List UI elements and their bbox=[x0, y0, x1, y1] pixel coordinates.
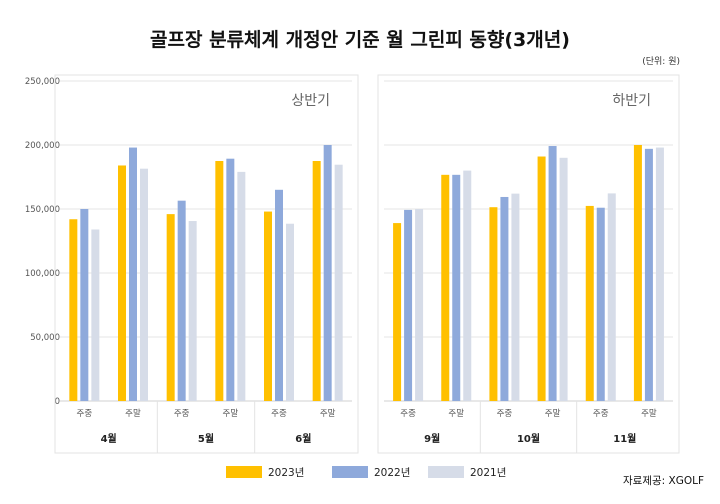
month-label: 4월 bbox=[101, 433, 117, 445]
legend-label: 2021년 bbox=[470, 467, 506, 479]
bar-2023년-주중 bbox=[264, 211, 272, 401]
category-label: 주중 bbox=[174, 409, 190, 419]
category-label: 주말 bbox=[320, 408, 336, 419]
bar-2023년-주말 bbox=[312, 161, 321, 401]
y-tick-label: 0 bbox=[55, 397, 60, 407]
bar-2021년-주중 bbox=[286, 223, 294, 401]
category-label: 주말 bbox=[641, 408, 657, 419]
bar-2022년-주중 bbox=[404, 209, 413, 401]
bar-2023년-주말 bbox=[441, 174, 450, 401]
bar-2022년-주중 bbox=[500, 196, 509, 401]
legend: 2023년 2022년 2021년 bbox=[226, 466, 506, 479]
category-label: 주중 bbox=[593, 409, 609, 419]
category-label: 주중 bbox=[77, 409, 93, 419]
legend-swatch bbox=[332, 466, 368, 478]
bar-2023년-주중 bbox=[69, 219, 78, 401]
category-label: 주말 bbox=[545, 408, 561, 419]
bar-2021년-주중 bbox=[91, 229, 100, 401]
month-label: 9월 bbox=[424, 433, 440, 445]
month-label: 5월 bbox=[198, 433, 214, 445]
bar-2023년-주중 bbox=[166, 214, 175, 401]
bar-2022년-주말 bbox=[452, 174, 461, 401]
bar-2022년-주중 bbox=[596, 207, 605, 401]
month-label: 6월 bbox=[295, 433, 311, 445]
bar-2021년-주말 bbox=[559, 157, 568, 401]
y-tick-label: 100,000 bbox=[25, 269, 60, 279]
bar-2023년-주중 bbox=[585, 205, 594, 401]
panel-label: 하반기 bbox=[612, 93, 651, 109]
y-tick-label: 200,000 bbox=[25, 141, 60, 151]
bar-2022년-주중 bbox=[275, 189, 283, 401]
bar-2023년-주중 bbox=[393, 223, 402, 401]
bar-2022년-주말 bbox=[644, 148, 653, 401]
unit-note: (단위: 원) bbox=[642, 56, 680, 67]
bar-2021년-주말 bbox=[463, 170, 472, 401]
bar-2021년-주중 bbox=[415, 209, 424, 401]
chart-title: 골프장 분류체계 개정안 기준 월 그린피 동향(3개년) bbox=[150, 29, 570, 51]
bar-2023년-주말 bbox=[215, 161, 224, 401]
y-tick-label: 250,000 bbox=[25, 77, 60, 87]
bar-2022년-주말 bbox=[323, 145, 332, 401]
bar-2022년-주중 bbox=[80, 209, 89, 401]
bar-2021년-주중 bbox=[188, 221, 197, 401]
bar-2022년-주말 bbox=[226, 158, 235, 401]
bar-2023년-주말 bbox=[633, 145, 642, 401]
legend-swatch bbox=[226, 466, 262, 478]
month-label: 11월 bbox=[613, 433, 636, 445]
category-label: 주중 bbox=[271, 409, 287, 419]
source-note: 자료제공: XGOLF bbox=[623, 475, 704, 487]
y-tick-label: 50,000 bbox=[30, 333, 60, 343]
bar-2023년-주말 bbox=[537, 156, 546, 401]
category-label: 주중 bbox=[497, 409, 513, 419]
legend-label: 2022년 bbox=[374, 467, 410, 479]
bar-2021년-주말 bbox=[140, 168, 148, 401]
category-label: 주말 bbox=[448, 408, 464, 419]
month-label: 10월 bbox=[517, 433, 540, 445]
legend-label: 2023년 bbox=[268, 467, 304, 479]
panel-border bbox=[377, 74, 680, 454]
panel-border bbox=[54, 74, 359, 454]
bar-2021년-주중 bbox=[607, 193, 616, 401]
bar-2021년-주말 bbox=[334, 164, 343, 401]
bar-2022년-주말 bbox=[129, 147, 137, 401]
y-tick-label: 150,000 bbox=[25, 205, 60, 215]
bar-2022년-주말 bbox=[548, 146, 557, 401]
category-label: 주중 bbox=[400, 409, 416, 419]
bar-2023년-주중 bbox=[489, 207, 498, 401]
category-label: 주말 bbox=[223, 408, 239, 419]
category-label: 주말 bbox=[125, 408, 141, 419]
bar-2022년-주중 bbox=[177, 200, 186, 401]
bar-2021년-주중 bbox=[511, 193, 520, 401]
bar-2021년-주말 bbox=[237, 171, 246, 401]
legend-swatch bbox=[428, 466, 464, 478]
bar-2023년-주말 bbox=[118, 165, 126, 401]
bar-2021년-주말 bbox=[655, 147, 664, 401]
panel-label: 상반기 bbox=[291, 93, 330, 109]
y-axis: 0 50,000 100,000 150,000 200,000 250,000 bbox=[25, 77, 60, 407]
